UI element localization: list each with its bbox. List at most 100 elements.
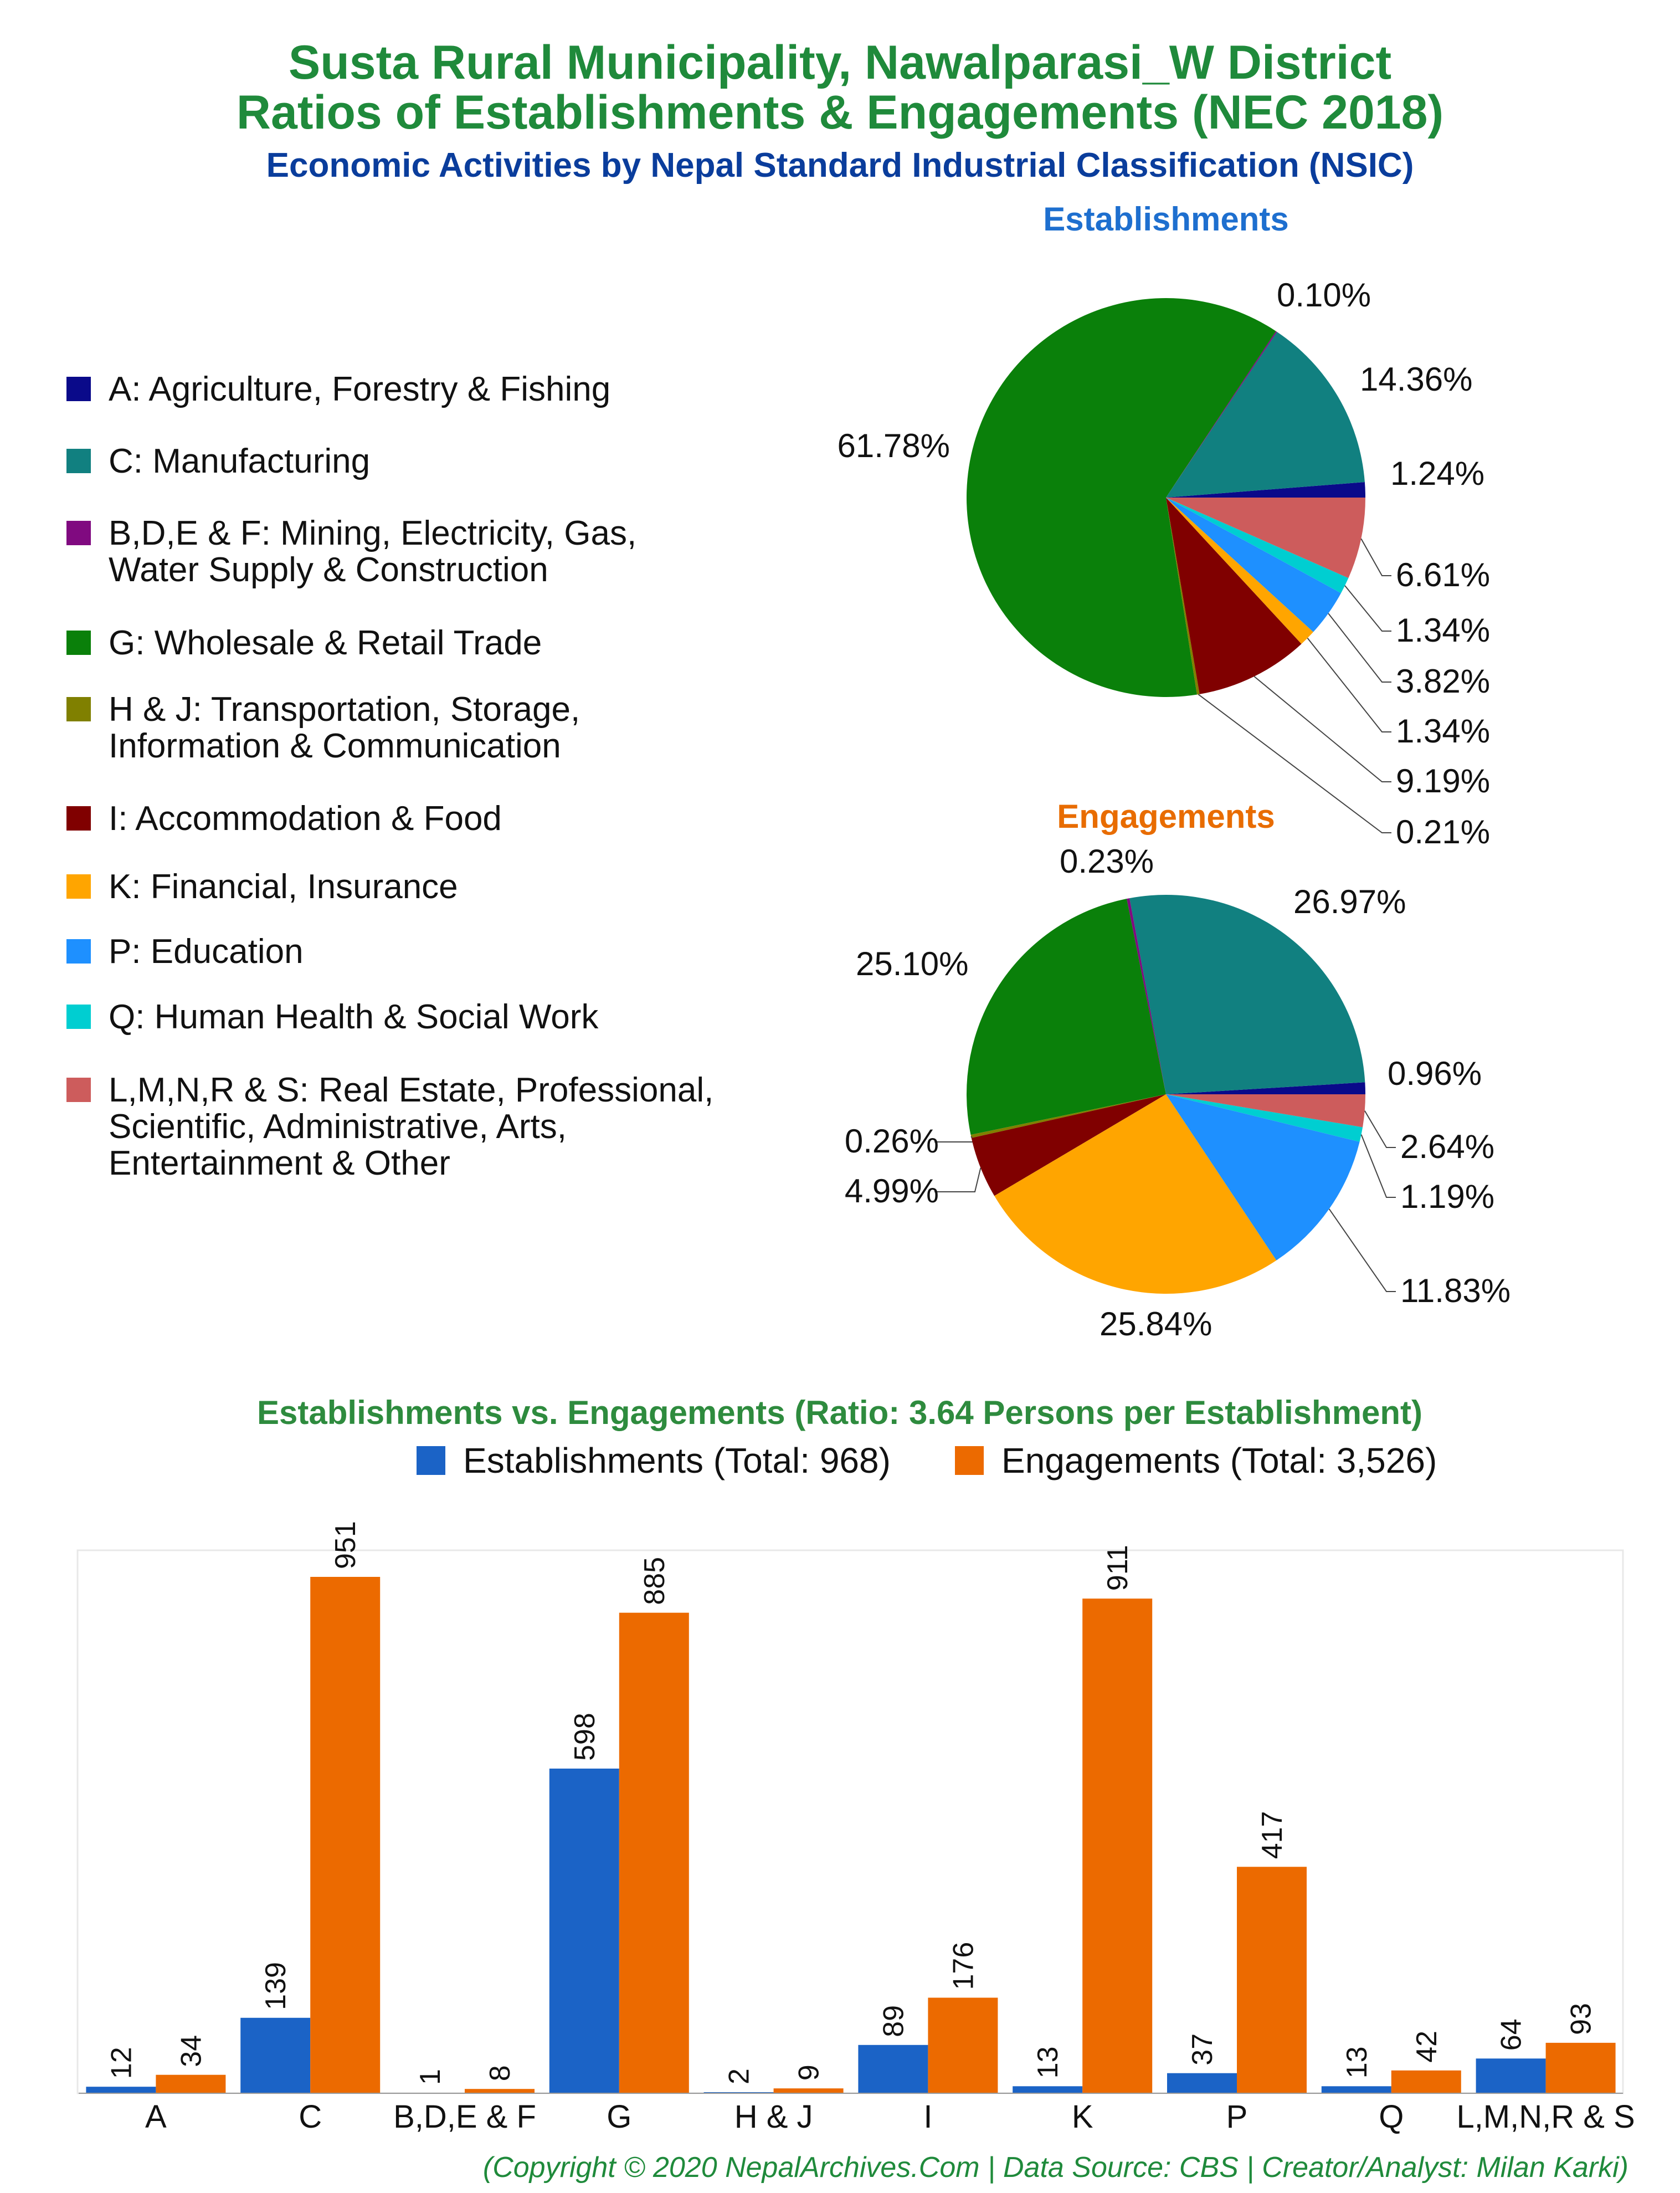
- legend-label: L,M,N,R & S: Real Estate, Professional, …: [109, 1071, 714, 1182]
- legend-item: I: Accommodation & Food: [66, 801, 502, 837]
- pie-slice-label: 0.26%: [845, 1123, 939, 1160]
- pie-slice-label: 25.84%: [1100, 1305, 1213, 1343]
- footer-credit: (Copyright © 2020 NepalArchives.Com | Da…: [482, 2151, 1628, 2184]
- x-tick-label: A: [145, 2099, 167, 2135]
- bar: [156, 2074, 226, 2093]
- pie-leader-line: [1307, 637, 1391, 732]
- legend-swatch: [66, 1078, 91, 1102]
- x-tick-label: G: [607, 2099, 631, 2135]
- bar: [1013, 2086, 1083, 2093]
- pie-leader-line: [1253, 676, 1391, 782]
- pie-slice-label: 2.64%: [1400, 1128, 1494, 1165]
- bar-value-label: 13: [1032, 2046, 1064, 2078]
- x-tick-label: C: [299, 2099, 322, 2135]
- pie-slice: [1166, 1094, 1365, 1128]
- pie-slice: [1166, 498, 1302, 694]
- pie-slice: [1166, 481, 1365, 498]
- bar: [1545, 2042, 1616, 2093]
- pie-leader-line: [934, 1136, 976, 1142]
- x-tick-label: H & J: [734, 2099, 813, 2135]
- legend-swatch: [66, 939, 91, 964]
- chart-subtitle: Economic Activities by Nepal Standard In…: [266, 146, 1414, 185]
- pie-slice: [1166, 498, 1365, 578]
- bar-value-label: 89: [877, 2005, 910, 2037]
- pie-slice-label: 26.97%: [1293, 883, 1406, 920]
- bar-chart-title: Establishments vs. Engagements (Ratio: 3…: [257, 1394, 1422, 1431]
- pie-slice: [1166, 498, 1200, 695]
- x-tick-label: P: [1226, 2099, 1248, 2135]
- pie-slice: [1129, 894, 1365, 1094]
- pie-slice: [1166, 1094, 1363, 1142]
- pie-slice-label: 1.34%: [1396, 713, 1490, 750]
- bar-plot-area: [76, 1549, 1624, 2094]
- legend-establishments-swatch: [417, 1446, 445, 1475]
- legend-label: I: Accommodation & Food: [109, 800, 502, 838]
- x-tick-label: L,M,N,R & S: [1456, 2099, 1635, 2135]
- pie-slice-label: 1.34%: [1396, 612, 1490, 649]
- pie-slice-label: 25.10%: [856, 945, 969, 982]
- chart-title-line1: Susta Rural Municipality, Nawalparasi_W …: [288, 36, 1392, 89]
- legend-swatch: [66, 521, 91, 545]
- pie-slice: [1166, 331, 1365, 498]
- pie-leader-line: [1364, 1110, 1396, 1148]
- pie-leader-line: [1328, 1208, 1396, 1292]
- pie-slice-label: 9.19%: [1396, 762, 1490, 800]
- legend-swatch: [66, 806, 91, 831]
- bar: [240, 2017, 311, 2093]
- pie-slice-label: 14.36%: [1360, 361, 1473, 398]
- pie-slice: [994, 1094, 1277, 1294]
- legend-swatch: [66, 631, 91, 655]
- legend-item: P: Education: [66, 934, 304, 970]
- bar: [928, 1997, 998, 2093]
- legend-label: H & J: Transportation, Storage, Informat…: [109, 690, 580, 765]
- pie-slice: [1166, 498, 1313, 644]
- engagements-pie-title: Engagements: [1057, 798, 1275, 835]
- pie-slice-label: 4.99%: [845, 1172, 939, 1210]
- pie-slice-label: 0.23%: [1060, 843, 1154, 880]
- pie-slice: [1166, 1094, 1360, 1261]
- legend-label: A: Agriculture, Forestry & Fishing: [109, 370, 611, 408]
- legend-item: K: Financial, Insurance: [66, 869, 458, 905]
- bar-value-label: 885: [639, 1557, 671, 1605]
- bar-value-label: 911: [1102, 1545, 1134, 1591]
- pie-slice: [971, 1094, 1166, 1196]
- bar-value-label: 37: [1186, 2033, 1219, 2066]
- pie-slice-label: 0.21%: [1396, 813, 1490, 850]
- bar-value-label: 1: [414, 2069, 446, 2085]
- pie-slice-label: 1.24%: [1390, 455, 1484, 492]
- pie-slice-label: 0.96%: [1388, 1055, 1482, 1092]
- bar-value-label: 951: [330, 1521, 362, 1569]
- bar-value-label: 13: [1341, 2046, 1373, 2078]
- pie-slice-label: 11.83%: [1400, 1272, 1511, 1309]
- bar: [773, 2088, 844, 2093]
- bar-value-label: 64: [1496, 2018, 1528, 2051]
- x-tick-label: I: [923, 2099, 932, 2135]
- pie-slice: [970, 1094, 1166, 1138]
- establishments-pie: 1.24% 14.36% 0.10% 61.78% 0.21% 9.19% 1.34% 3.8…: [838, 276, 1491, 850]
- legend-label: B,D,E & F: Mining, Electricity, Gas, Wat…: [109, 514, 637, 589]
- pie-slice: [1166, 331, 1277, 498]
- bar: [1321, 2086, 1391, 2093]
- legend-label: P: Education: [109, 932, 304, 971]
- pie-leader-line: [1198, 694, 1391, 833]
- bar: [619, 1612, 689, 2093]
- engagements-pie: 0.96% 26.97% 0.23% 25.10% 0.26% 4.99% 25.84% 11…: [845, 843, 1511, 1343]
- legend-engagements-label: Engagements (Total: 3,526): [1001, 1441, 1437, 1480]
- pie-slice-label: 0.10%: [1277, 276, 1371, 314]
- pie-leader-line: [934, 1167, 982, 1192]
- legend-swatch: [66, 377, 91, 401]
- pie-slice-label: 6.61%: [1396, 556, 1490, 593]
- bar: [1237, 1867, 1307, 2093]
- legend-label: C: Manufacturing: [109, 442, 371, 480]
- legend-item: B,D,E & F: Mining, Electricity, Gas, Wat…: [66, 515, 636, 588]
- legend-establishments-label: Establishments (Total: 968): [463, 1441, 891, 1480]
- bar-value-label: 42: [1411, 2031, 1443, 2063]
- x-tick-label: B,D,E & F: [393, 2099, 536, 2135]
- legend-item: H & J: Transportation, Storage, Informat…: [66, 691, 580, 765]
- legend-item: G: Wholesale & Retail Trade: [66, 625, 542, 662]
- x-tick-label: Q: [1379, 2099, 1404, 2135]
- bar: [1391, 2070, 1461, 2093]
- pie-slice: [1166, 498, 1342, 632]
- bar-value-label: 139: [260, 1962, 292, 2010]
